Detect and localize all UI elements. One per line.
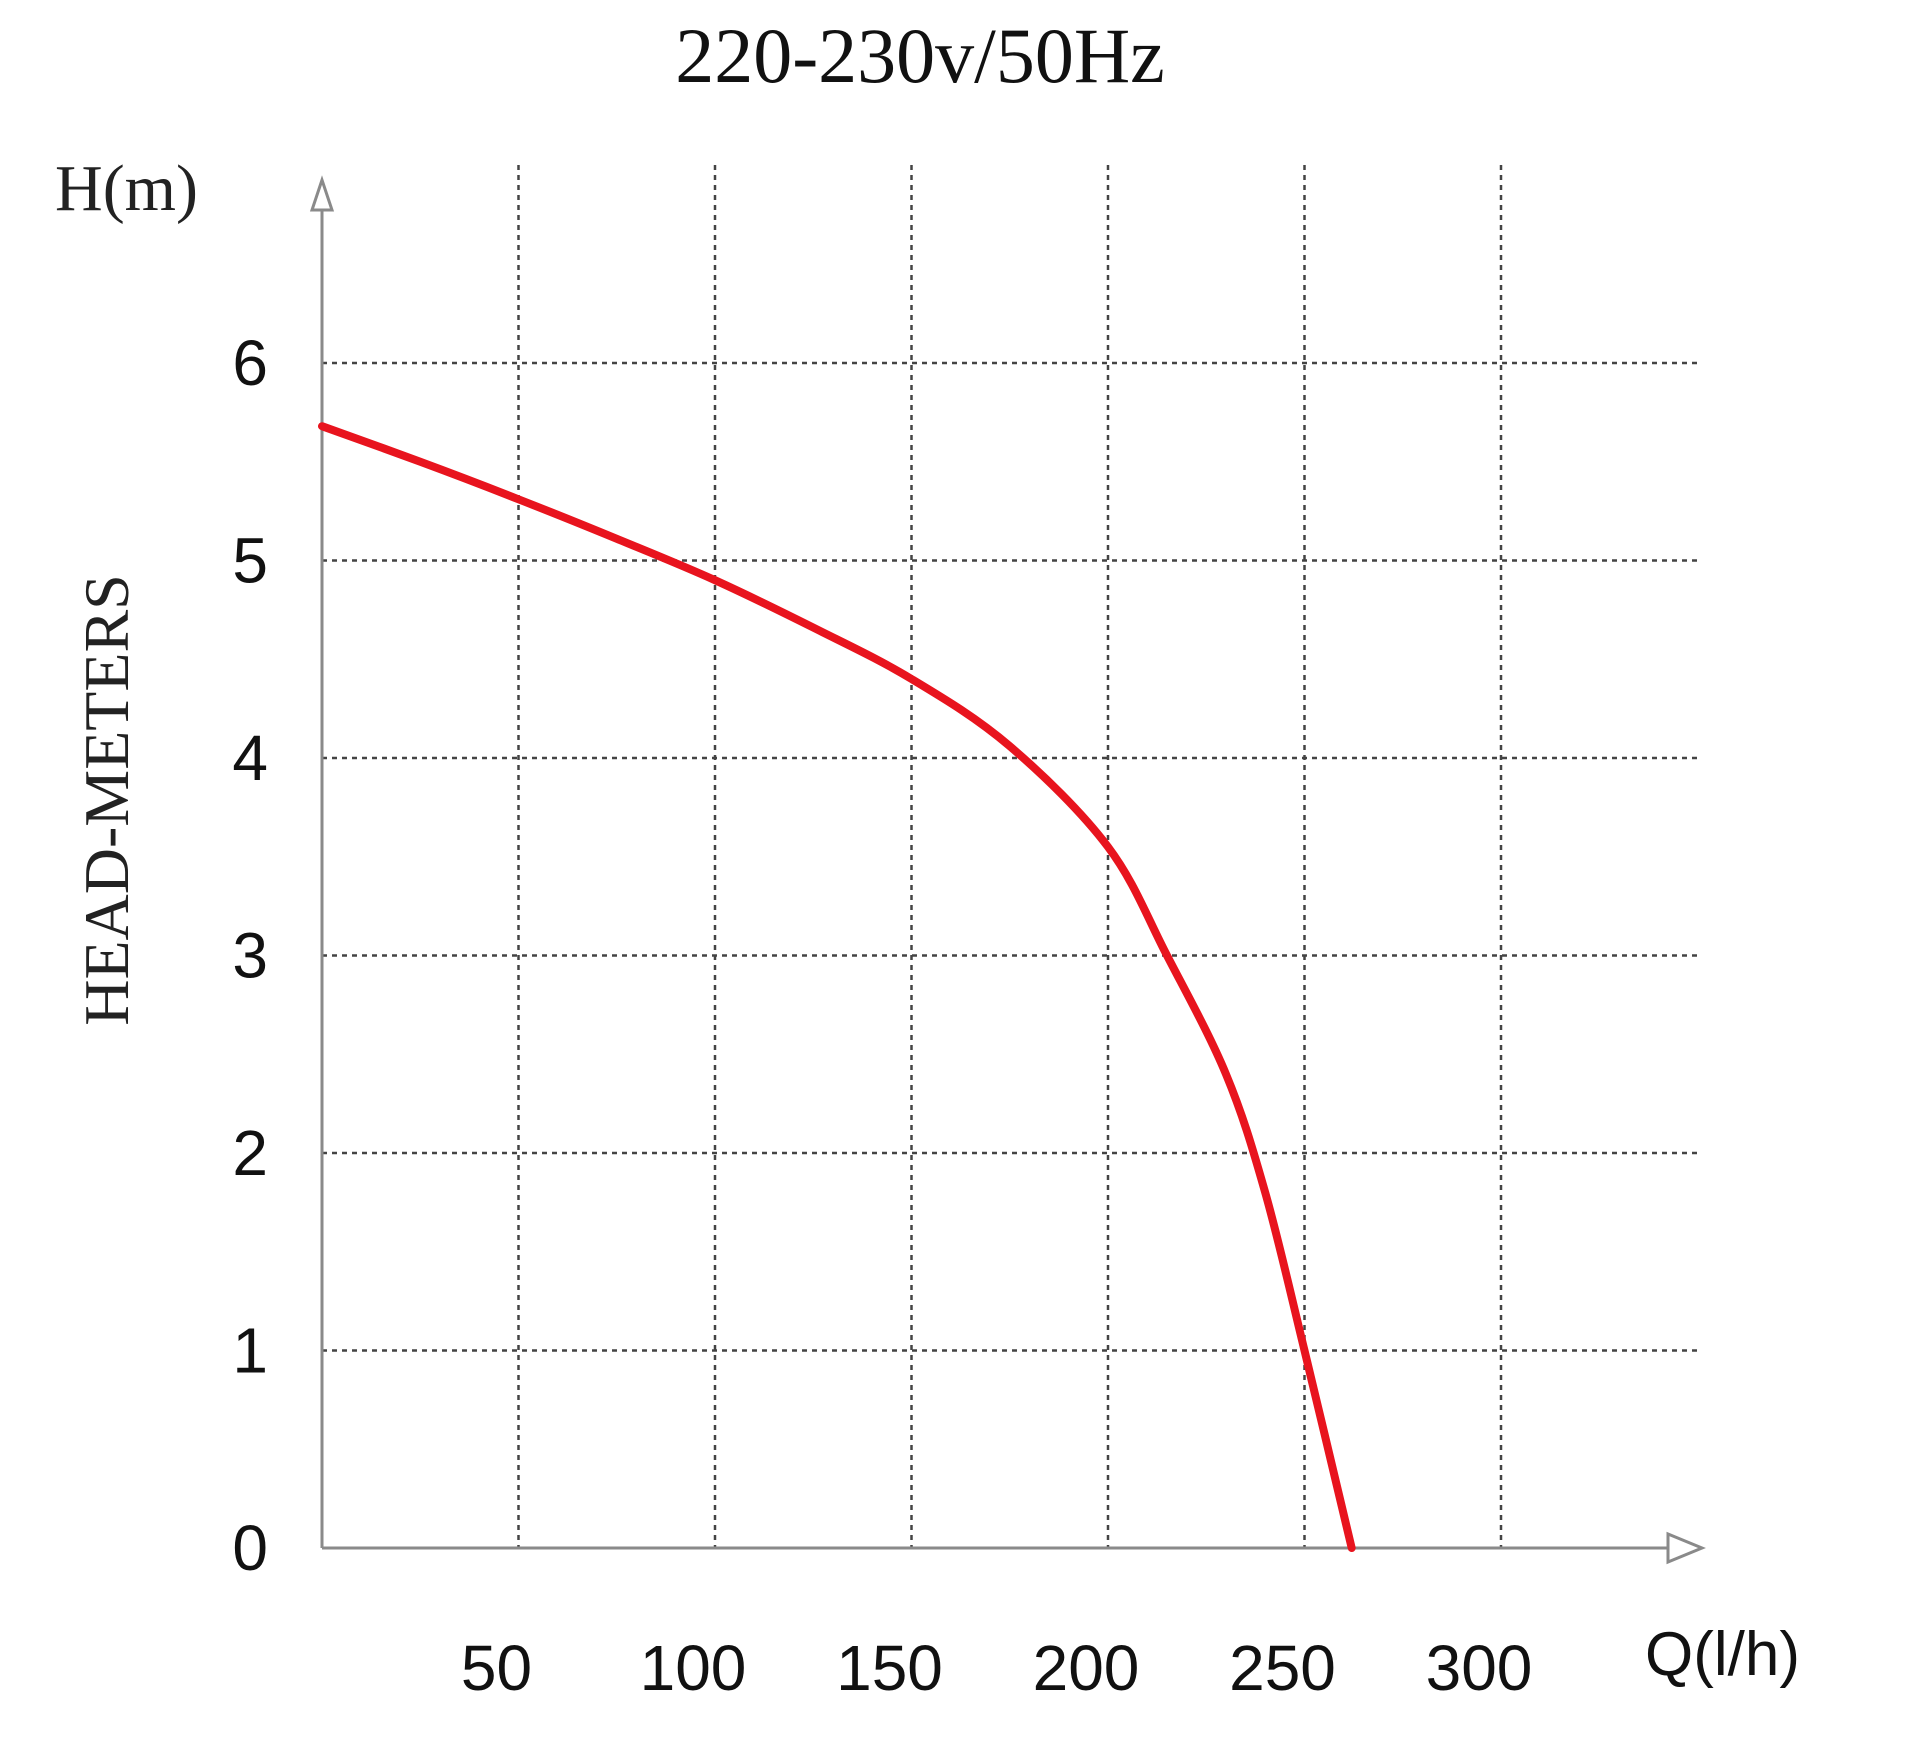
x-tick-label: 100 [640,1632,747,1704]
y-tick-label: 4 [232,722,268,794]
pump-curve-line [318,422,1356,1552]
y-axis-symbol: H(m) [55,152,198,225]
y-tick-label: 1 [232,1315,268,1387]
x-tick-label: 300 [1426,1632,1533,1704]
grid-lines [322,165,1701,1548]
chart-title: 220-230v/50Hz [675,12,1165,99]
tick-labels: 0 1 2 3 4 5 6 50 100 150 200 250 300 [232,327,1532,1704]
x-axis-arrow-icon [1666,1531,1706,1565]
y-axis-arrow-icon [309,175,335,212]
y-tick-label: 0 [232,1512,268,1584]
y-axis-title: HEAD-METERS [71,574,142,1026]
y-tick-label: 6 [232,327,268,399]
x-tick-label: 200 [1033,1632,1140,1704]
y-tick-label: 5 [232,525,268,597]
x-axis-title: Q(l/h) [1645,1620,1800,1689]
x-tick-label: 50 [461,1632,532,1704]
y-tick-label: 3 [232,920,268,992]
x-tick-label: 250 [1229,1632,1336,1704]
y-tick-label: 2 [232,1117,268,1189]
x-tick-label: 150 [836,1632,943,1704]
axes [309,175,1706,1565]
series-layer [318,422,1356,1552]
